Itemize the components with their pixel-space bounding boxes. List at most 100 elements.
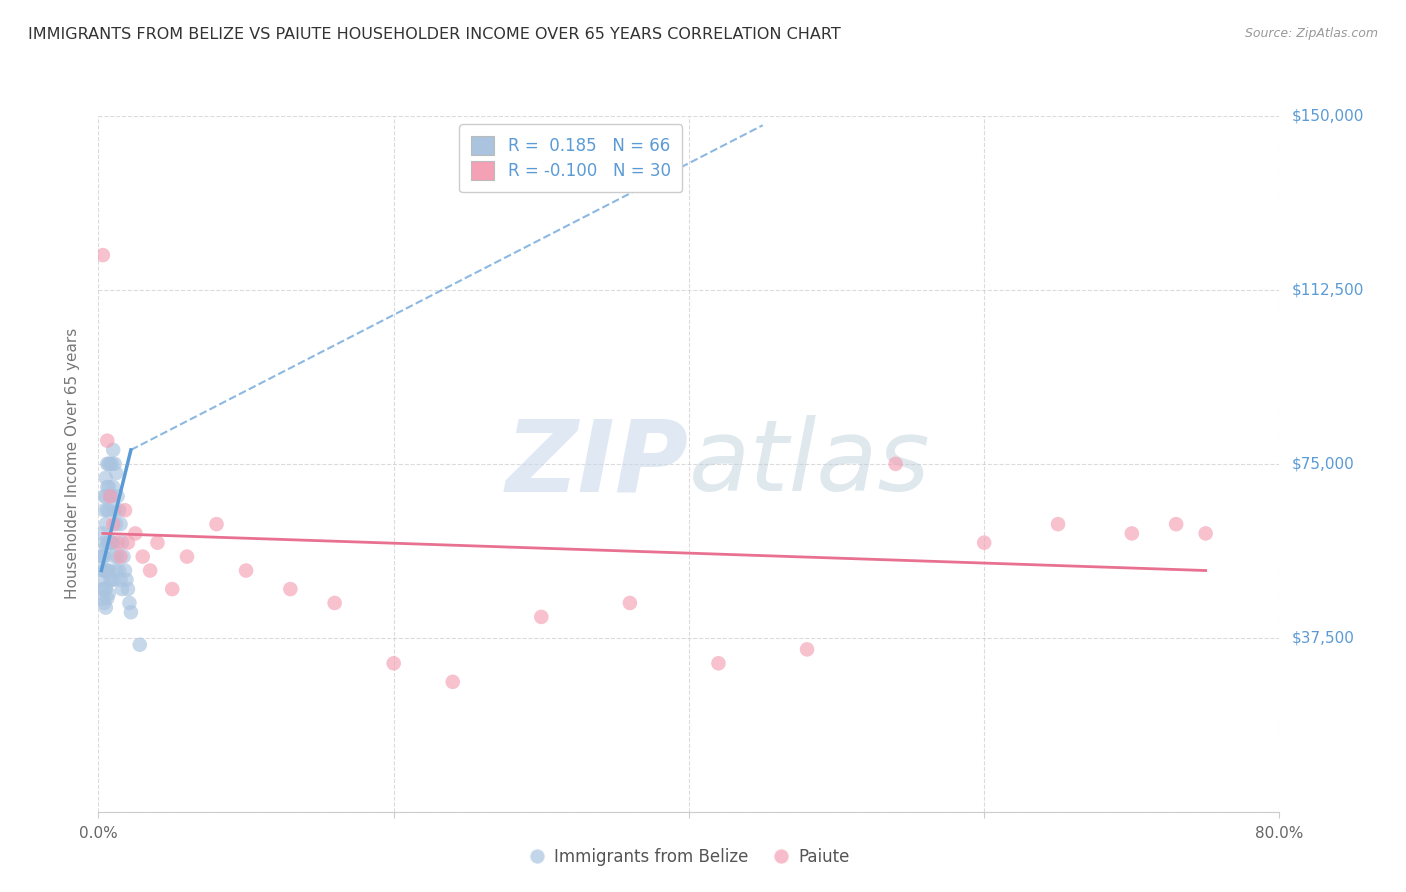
Text: $75,000: $75,000 [1291,457,1354,471]
Point [111,535,134,549]
Point [530,610,553,624]
Point [94,564,117,578]
Point [94,541,117,555]
Point [91,591,114,606]
Point [94,582,117,596]
Point [124,526,146,541]
Point [162,582,183,596]
Point [93,549,115,564]
Point [117,582,139,596]
Point [104,457,127,471]
Point [112,549,135,564]
Point [120,605,142,619]
Point [94,471,117,485]
Point [97,564,120,578]
Point [323,596,346,610]
Point [114,564,136,578]
Text: ZIP: ZIP [506,416,689,512]
Point [1164,517,1187,532]
Point [96,591,118,606]
Legend: Immigrants from Belize, Paiute: Immigrants from Belize, Paiute [522,842,856,873]
Point [103,442,125,457]
Point [94,489,117,503]
Point [105,466,128,480]
Point [91,526,114,541]
Point [97,480,120,494]
Point [796,642,818,657]
Point [973,535,995,549]
Point [108,564,131,578]
Point [103,573,125,587]
Point [91,549,114,564]
Text: $112,500: $112,500 [1291,283,1364,297]
Point [1121,526,1143,541]
Point [110,549,132,564]
Point [107,489,129,503]
Point [619,596,641,610]
Point [104,549,127,564]
Point [118,596,141,610]
Point [105,517,128,532]
Point [98,535,121,549]
Point [441,674,464,689]
Point [94,517,117,532]
Point [97,535,120,549]
Point [128,638,150,652]
Point [97,457,120,471]
Point [91,248,114,262]
Point [110,517,132,532]
Point [97,503,120,517]
Point [98,489,121,503]
Point [382,657,405,671]
Point [100,535,122,549]
Point [98,489,121,503]
Point [96,480,118,494]
Point [96,457,118,471]
Point [100,457,122,471]
Text: $37,500: $37,500 [1291,631,1354,645]
Point [93,596,115,610]
Point [93,564,115,578]
Point [98,573,121,587]
Point [114,503,136,517]
Text: atlas: atlas [689,416,931,512]
Text: $150,000: $150,000 [1291,109,1364,123]
Point [91,573,114,587]
Point [103,517,125,532]
Point [884,457,907,471]
Point [90,582,112,596]
Point [96,503,118,517]
Point [205,517,228,532]
Point [107,549,129,564]
Point [278,582,302,596]
Point [93,582,115,596]
Point [91,564,114,578]
Point [1195,526,1218,541]
Point [103,480,125,494]
Point [96,535,118,549]
Point [117,535,139,549]
Point [1046,517,1069,532]
Point [235,564,257,578]
Point [100,573,122,587]
Point [96,564,118,578]
Point [115,573,138,587]
Point [94,600,117,615]
Point [132,549,155,564]
Point [98,457,121,471]
Point [103,535,125,549]
Point [107,535,129,549]
Point [97,587,120,601]
Point [110,573,132,587]
Point [108,503,131,517]
Point [104,503,127,517]
Point [100,489,122,503]
Point [105,564,128,578]
Point [176,549,198,564]
Point [93,489,115,503]
Point [139,564,162,578]
Point [707,657,730,671]
Point [111,582,134,596]
Text: IMMIGRANTS FROM BELIZE VS PAIUTE HOUSEHOLDER INCOME OVER 65 YEARS CORRELATION CH: IMMIGRANTS FROM BELIZE VS PAIUTE HOUSEHO… [28,27,841,42]
Point [93,535,115,549]
